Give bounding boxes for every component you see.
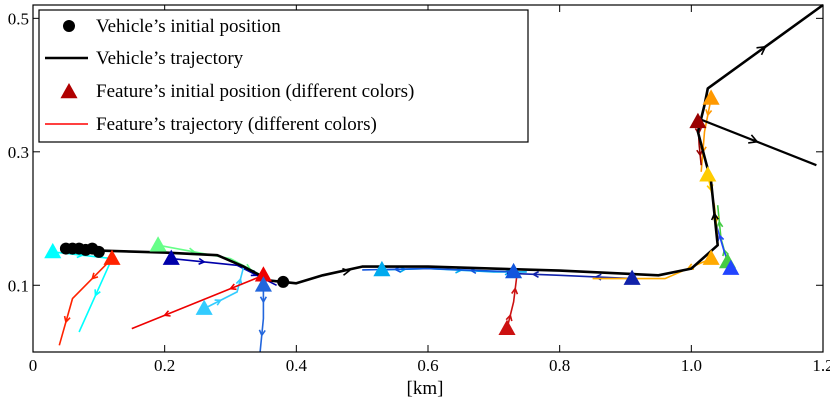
legend-label-0: Vehicle’s initial position [96, 16, 281, 37]
feature-trajectory-5 [131, 274, 264, 330]
feature-initial-position-13 [722, 259, 740, 275]
legend-label-3: Feature’s trajectory (different colors) [96, 114, 377, 135]
feature-arrow-15-0 [705, 109, 713, 117]
vehicle-initial-position-6 [277, 275, 290, 288]
legend-triangle-marker [60, 83, 78, 99]
feature-initial-position-15 [702, 89, 720, 105]
legend-label-2: Feature’s initial position (different co… [96, 81, 414, 102]
feature-arrow-6-1 [258, 329, 266, 337]
legend-circle-marker [63, 20, 75, 32]
vehicle-arrow-1 [756, 45, 767, 56]
vehicle-arrow-2 [748, 134, 759, 144]
feature-initial-position-4 [195, 299, 213, 315]
feature-initial-position-14 [699, 166, 717, 182]
feature-arrow-10-1 [531, 270, 540, 278]
feature-arrow-13-1 [717, 233, 725, 242]
feature-initial-position-6 [254, 276, 272, 292]
feature-initial-position-11 [702, 249, 720, 265]
feature-arrow-5-0 [228, 283, 237, 291]
feature-initial-position-2 [149, 236, 167, 252]
feature-arrow-8-0 [505, 313, 513, 322]
x-tick-label-1: 0.2 [154, 356, 175, 375]
feature-initial-position-16 [689, 112, 707, 129]
feature-arrow-1-1 [63, 315, 71, 324]
x-tick-label-2: 0.4 [286, 356, 308, 375]
x-tick-label-3: 0.6 [417, 356, 438, 375]
feature-arrow-5-1 [163, 310, 171, 317]
feature-initial-position-7 [373, 260, 391, 277]
legend-label-1: Vehicle’s trajectory [96, 48, 244, 69]
feature-initial-position-10 [623, 269, 641, 285]
vehicle-arrow-0 [342, 267, 351, 276]
feature-initial-position-9 [505, 262, 523, 279]
feature-arrow-4-0 [214, 299, 223, 306]
x-axis-label: [km] [407, 378, 444, 399]
x-tick-label-6: 1.2 [812, 356, 830, 375]
feature-arrow-3-0 [198, 257, 206, 265]
feature-arrow-0-1 [94, 289, 101, 297]
feature-trajectory-15 [700, 98, 712, 172]
feature-initial-position-8 [498, 319, 516, 335]
feature-arrow-1-0 [91, 272, 99, 280]
feature-initial-position-0 [44, 242, 62, 259]
feature-initial-position-5 [254, 266, 272, 282]
x-tick-label-4: 0.8 [549, 356, 570, 375]
feature-trajectory-10 [506, 272, 633, 280]
vehicle-trajectory [65, 3, 824, 285]
feature-trajectory-6 [259, 285, 265, 353]
feature-arrow-12-1 [716, 220, 724, 228]
legend-box [38, 9, 529, 143]
y-tick-label-0: 0.1 [8, 276, 29, 295]
x-tick-label-0: 0 [29, 356, 38, 375]
feature-initial-position-3 [162, 249, 180, 265]
feature-trajectory-0 [52, 251, 114, 333]
y-tick-label-1: 0.3 [8, 143, 29, 162]
feature-arrow-4-1 [235, 277, 243, 286]
y-tick-label-2: 0.5 [8, 9, 29, 28]
legend: Vehicle’s initial position Vehicle’s traj… [38, 9, 529, 143]
feature-trajectory-8 [506, 275, 518, 329]
vehicle-arrow-3 [710, 211, 719, 221]
vehicle-initial-position-5 [92, 245, 105, 258]
feature-trajectory-1 [58, 258, 113, 346]
feature-initial-position-1 [103, 249, 121, 265]
feature-trajectory-4 [203, 266, 245, 310]
x-tick-label-5: 1.0 [681, 356, 702, 375]
feature-arrow-8-1 [511, 286, 519, 295]
feature-arrow-6-0 [259, 296, 268, 304]
